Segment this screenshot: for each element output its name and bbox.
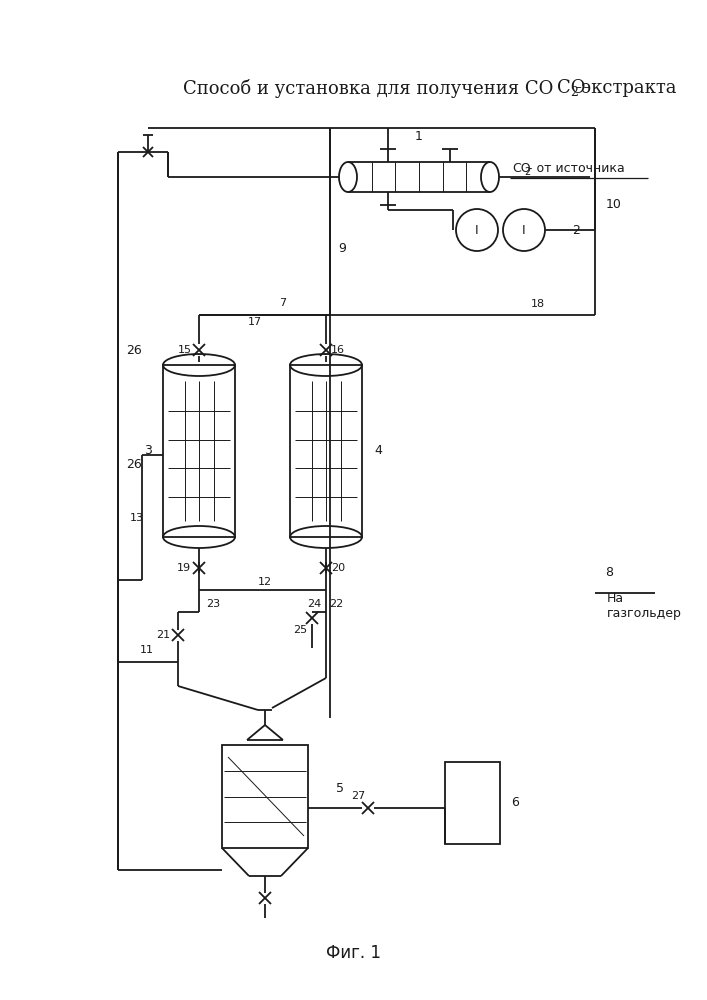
Bar	[163, 365, 235, 537]
Text: 8: 8	[605, 566, 613, 578]
Text: 27: 27	[351, 791, 365, 801]
Text: CO: CO	[557, 79, 585, 97]
Text: 23: 23	[206, 599, 220, 609]
Text: 10: 10	[606, 198, 622, 212]
Text: Фиг. 1: Фиг. 1	[325, 944, 380, 962]
Text: 7: 7	[279, 298, 286, 308]
Text: 24: 24	[307, 599, 321, 609]
Text: На: На	[607, 591, 624, 604]
Text: 25: 25	[293, 625, 307, 635]
Text: 2: 2	[572, 224, 580, 236]
Text: 21: 21	[156, 630, 170, 640]
Text: 11: 11	[140, 645, 154, 655]
Text: -экстракта: -экстракта	[575, 79, 677, 97]
Text: CO: CO	[512, 161, 531, 174]
Text: 15: 15	[178, 345, 192, 355]
Text: I: I	[475, 224, 479, 236]
Text: 26: 26	[126, 344, 141, 357]
Text: 5: 5	[336, 782, 344, 794]
Text: 12: 12	[258, 577, 272, 587]
Text: 20: 20	[331, 563, 345, 573]
Text: Способ и установка для получения CO: Способ и установка для получения CO	[183, 79, 554, 98]
Bar	[445, 762, 500, 844]
Text: 1: 1	[415, 130, 423, 143]
Text: - от источника: - от источника	[528, 161, 625, 174]
Text: газгольдер: газгольдер	[607, 607, 682, 620]
Text: 3: 3	[144, 444, 152, 456]
Bar	[222, 745, 308, 848]
Bar	[290, 365, 362, 537]
Text: 4: 4	[374, 444, 382, 456]
Text: 26: 26	[126, 458, 141, 472]
Text: 2: 2	[524, 167, 530, 177]
Text: 22: 22	[329, 599, 343, 609]
Text: 2: 2	[570, 86, 578, 99]
Text: 19: 19	[177, 563, 191, 573]
Text: 9: 9	[338, 241, 346, 254]
Text: 13: 13	[130, 513, 144, 523]
Text: 6: 6	[511, 796, 519, 810]
Text: 18: 18	[531, 299, 545, 309]
Text: 16: 16	[331, 345, 345, 355]
Text: I: I	[522, 224, 526, 236]
Text: 17: 17	[248, 317, 262, 327]
